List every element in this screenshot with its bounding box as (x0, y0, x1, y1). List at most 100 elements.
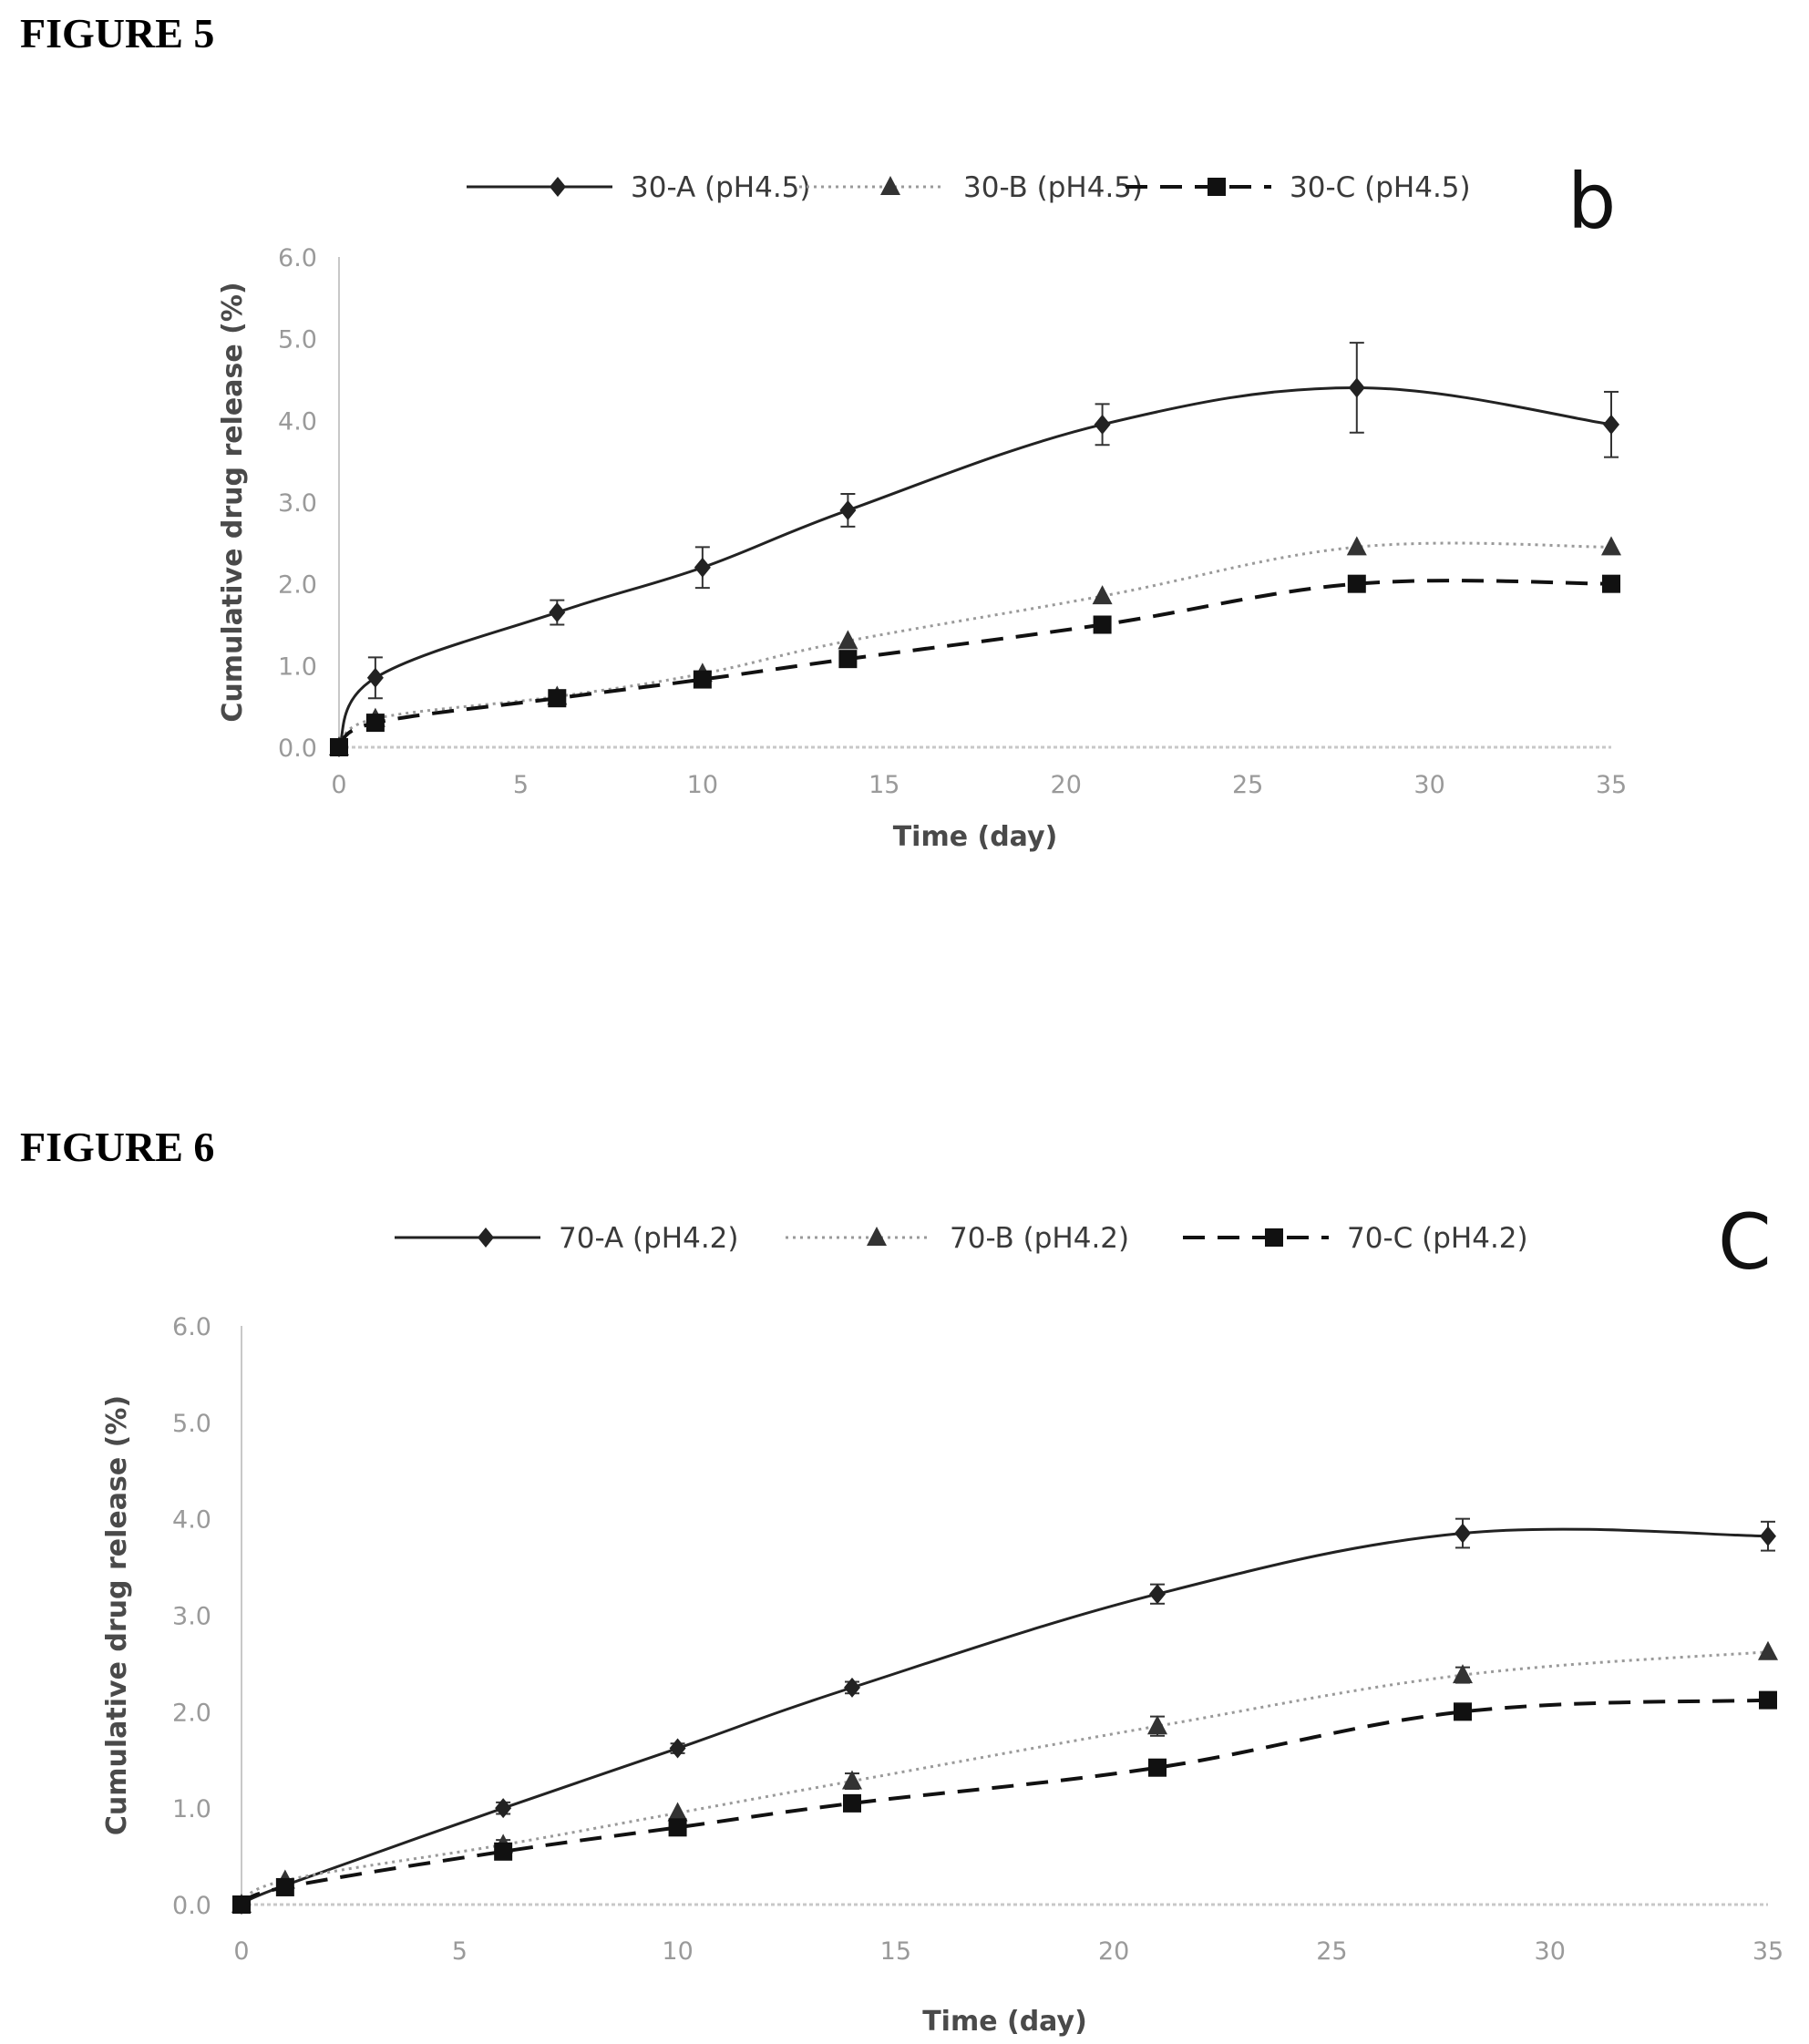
legend-entry-2: 70-C (pH4.2) (1183, 1222, 1528, 1255)
legend-marker (867, 1227, 887, 1246)
data-point (1094, 414, 1111, 435)
data-point (1760, 1525, 1776, 1546)
data-point (844, 1677, 860, 1698)
data-point (365, 714, 385, 733)
series-line (337, 385, 1612, 748)
x-tick-label: 0 (233, 1937, 249, 1966)
legend-marker (1265, 1228, 1283, 1247)
data-point (1148, 1758, 1167, 1777)
x-tick-label: 5 (452, 1937, 468, 1966)
x-tick-label: 10 (687, 771, 718, 799)
panel-label: C (1718, 1197, 1772, 1287)
series-line (337, 579, 1612, 749)
data-point (843, 1793, 861, 1813)
data-point (838, 630, 858, 650)
data-point (838, 650, 858, 669)
data-point (839, 499, 857, 520)
series-line (241, 1527, 1769, 1906)
data-point (549, 602, 566, 623)
x-tick-label: 35 (1596, 771, 1627, 799)
y-tick-label: 0.0 (172, 1892, 211, 1920)
x-tick-label: 10 (662, 1937, 693, 1966)
data-point (1601, 536, 1621, 556)
series-1 (329, 536, 1621, 755)
y-tick-label: 3.0 (278, 489, 317, 518)
figure-6-heading: FIGURE 6 (20, 1124, 215, 1170)
figure-5-chart: 0.0 1.0 2.0 3.0 4.0 5.0 6.0 0 5 10 15 20 25 30 35 Time … (217, 157, 1627, 853)
panel-label: b (1567, 157, 1616, 246)
legend-marker (550, 177, 566, 197)
figure-6-chart: 0.0 1.0 2.0 3.0 4.0 5.0 6.0 0 5 10 15 20 25 30 35 Time … (101, 1197, 1783, 2038)
y-tick-label: 5.0 (278, 326, 317, 354)
data-point (494, 1842, 513, 1861)
x-tick-label: 35 (1752, 1937, 1783, 1966)
y-tick-label: 0.0 (278, 734, 317, 763)
x-tick-label: 15 (869, 771, 899, 799)
data-point (667, 1802, 688, 1822)
y-tick-label: 1.0 (172, 1795, 211, 1823)
x-tick-label: 5 (513, 771, 529, 799)
data-point (330, 738, 348, 756)
data-point (1149, 1584, 1166, 1605)
series-line (241, 1650, 1769, 1906)
data-point (1603, 414, 1619, 435)
data-point (1348, 377, 1365, 398)
data-point (1347, 574, 1366, 593)
series-0 (233, 1517, 1776, 1915)
y-tick-label: 4.0 (172, 1506, 211, 1535)
data-point (548, 689, 567, 708)
legend-marker (478, 1227, 494, 1248)
series-line (337, 541, 1612, 749)
legend-label: 70-B (pH4.2) (950, 1222, 1129, 1255)
data-point (669, 1738, 686, 1759)
data-point (1759, 1690, 1777, 1710)
x-tick-label: 30 (1535, 1937, 1566, 1966)
y-tick-label: 2.0 (172, 1699, 211, 1727)
x-tick-label: 20 (1051, 771, 1082, 799)
x-tick-label: 25 (1316, 1937, 1347, 1966)
data-point (1147, 1715, 1167, 1735)
y-tick-label: 3.0 (172, 1603, 211, 1631)
legend-entry-2: 30-C (pH4.5) (1125, 171, 1471, 204)
legend-label: 30-C (pH4.5) (1290, 171, 1471, 204)
data-point (1453, 1664, 1473, 1684)
legend-label: 30-B (pH4.5) (963, 171, 1143, 204)
legend-marker (1208, 178, 1226, 196)
x-axis-title: Time (day) (893, 821, 1058, 853)
data-point (1454, 1702, 1472, 1721)
data-point (1092, 585, 1113, 605)
series-2 (330, 574, 1620, 756)
x-tick-label: 20 (1098, 1937, 1129, 1966)
x-tick-label: 30 (1413, 771, 1444, 799)
figure-5-heading: FIGURE 5 (20, 10, 215, 56)
legend-label: 70-A (pH4.2) (559, 1222, 739, 1255)
data-point (1093, 615, 1112, 634)
data-point (1454, 1523, 1471, 1544)
series-line (241, 1698, 1769, 1906)
x-axis-title: Time (day) (922, 2006, 1087, 2038)
series-0 (331, 342, 1619, 757)
data-point (694, 557, 711, 578)
legend-entry-1: 30-B (pH4.5) (799, 171, 1143, 204)
y-tick-label: 6.0 (278, 244, 317, 272)
data-point (366, 667, 384, 688)
y-tick-label: 2.0 (278, 571, 317, 600)
y-tick-label: 5.0 (172, 1410, 211, 1438)
legend-entry-0: 30-A (pH4.5) (467, 171, 811, 204)
legend-marker (880, 176, 900, 195)
data-point (275, 1877, 294, 1896)
y-axis-title: Cumulative drug release (%) (101, 1395, 133, 1835)
y-tick-label: 4.0 (278, 407, 317, 436)
data-point (842, 1770, 862, 1790)
data-point (1346, 536, 1367, 556)
data-point (668, 1818, 687, 1837)
legend-entry-1: 70-B (pH4.2) (786, 1222, 1129, 1255)
series-2 (232, 1690, 1777, 1914)
data-point (495, 1798, 512, 1819)
x-tick-label: 15 (880, 1937, 911, 1966)
data-point (232, 1895, 251, 1914)
data-point (1758, 1640, 1778, 1660)
x-tick-label: 0 (331, 771, 346, 799)
legend-entry-0: 70-A (pH4.2) (395, 1222, 739, 1255)
y-axis-title: Cumulative drug release (%) (217, 282, 249, 722)
